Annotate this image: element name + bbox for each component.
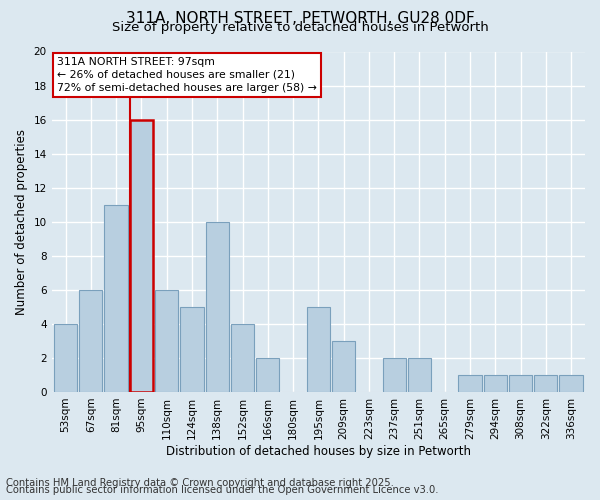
Bar xyxy=(484,375,507,392)
Bar xyxy=(332,341,355,392)
Text: Contains public sector information licensed under the Open Government Licence v3: Contains public sector information licen… xyxy=(6,485,439,495)
Bar xyxy=(509,375,532,392)
Bar xyxy=(256,358,280,392)
Bar xyxy=(307,307,330,392)
Bar xyxy=(54,324,77,392)
Bar xyxy=(79,290,103,392)
Bar xyxy=(130,120,153,392)
Bar xyxy=(231,324,254,392)
Bar xyxy=(155,290,178,392)
Text: 311A, NORTH STREET, PETWORTH, GU28 0DF: 311A, NORTH STREET, PETWORTH, GU28 0DF xyxy=(125,11,475,26)
Text: Size of property relative to detached houses in Petworth: Size of property relative to detached ho… xyxy=(112,22,488,35)
Text: Contains HM Land Registry data © Crown copyright and database right 2025.: Contains HM Land Registry data © Crown c… xyxy=(6,478,394,488)
X-axis label: Distribution of detached houses by size in Petworth: Distribution of detached houses by size … xyxy=(166,444,471,458)
Bar xyxy=(534,375,557,392)
Bar xyxy=(104,204,128,392)
Bar xyxy=(559,375,583,392)
Bar xyxy=(408,358,431,392)
Bar xyxy=(458,375,482,392)
Bar xyxy=(383,358,406,392)
Text: 311A NORTH STREET: 97sqm
← 26% of detached houses are smaller (21)
72% of semi-d: 311A NORTH STREET: 97sqm ← 26% of detach… xyxy=(57,56,317,93)
Y-axis label: Number of detached properties: Number of detached properties xyxy=(15,128,28,314)
Bar xyxy=(206,222,229,392)
Bar xyxy=(181,307,203,392)
